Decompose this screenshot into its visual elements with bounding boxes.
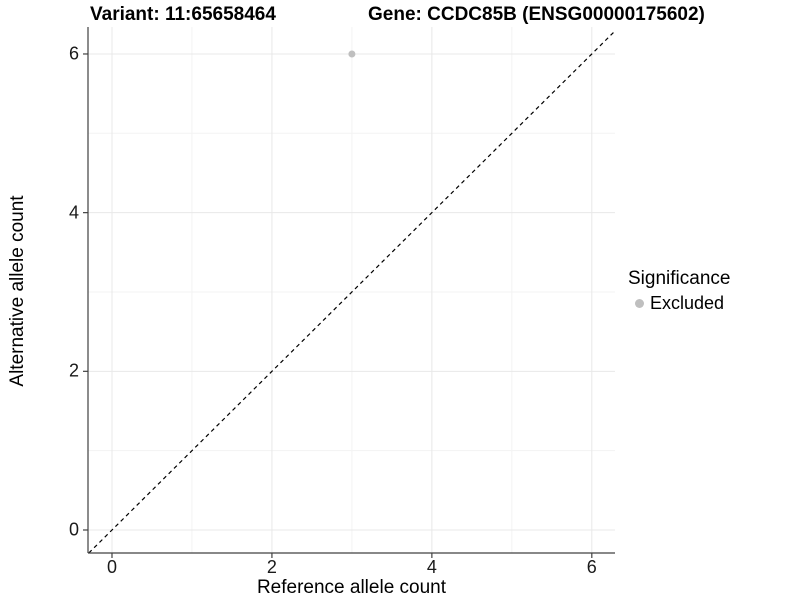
- data-point: [348, 50, 356, 58]
- legend-point-icon: [635, 299, 644, 308]
- x-tick-label: 0: [106, 557, 117, 577]
- y-axis-title: Alternative allele count: [7, 195, 28, 387]
- legend-item-label: Excluded: [650, 293, 725, 313]
- x-tick-label: 6: [586, 557, 597, 577]
- legend-items: Excluded: [628, 293, 730, 314]
- y-tick-label: 4: [68, 202, 79, 223]
- legend-title: Significance: [628, 268, 731, 289]
- identity-line: [88, 30, 616, 554]
- y-tick-label: 2: [68, 360, 79, 381]
- x-tick-label: 2: [266, 557, 277, 577]
- y-tick-label: 6: [68, 43, 79, 64]
- legend: Significance Excluded: [628, 268, 730, 314]
- y-tick-label: 0: [68, 519, 79, 540]
- legend-item: Excluded: [628, 293, 730, 314]
- x-axis-title: Reference allele count: [256, 577, 447, 598]
- plot-title-gene: Gene: CCDC85B (ENSG00000175602): [368, 4, 705, 25]
- x-tick-label: 4: [426, 557, 437, 577]
- plot-title-variant: Variant: 11:65658464: [90, 4, 276, 25]
